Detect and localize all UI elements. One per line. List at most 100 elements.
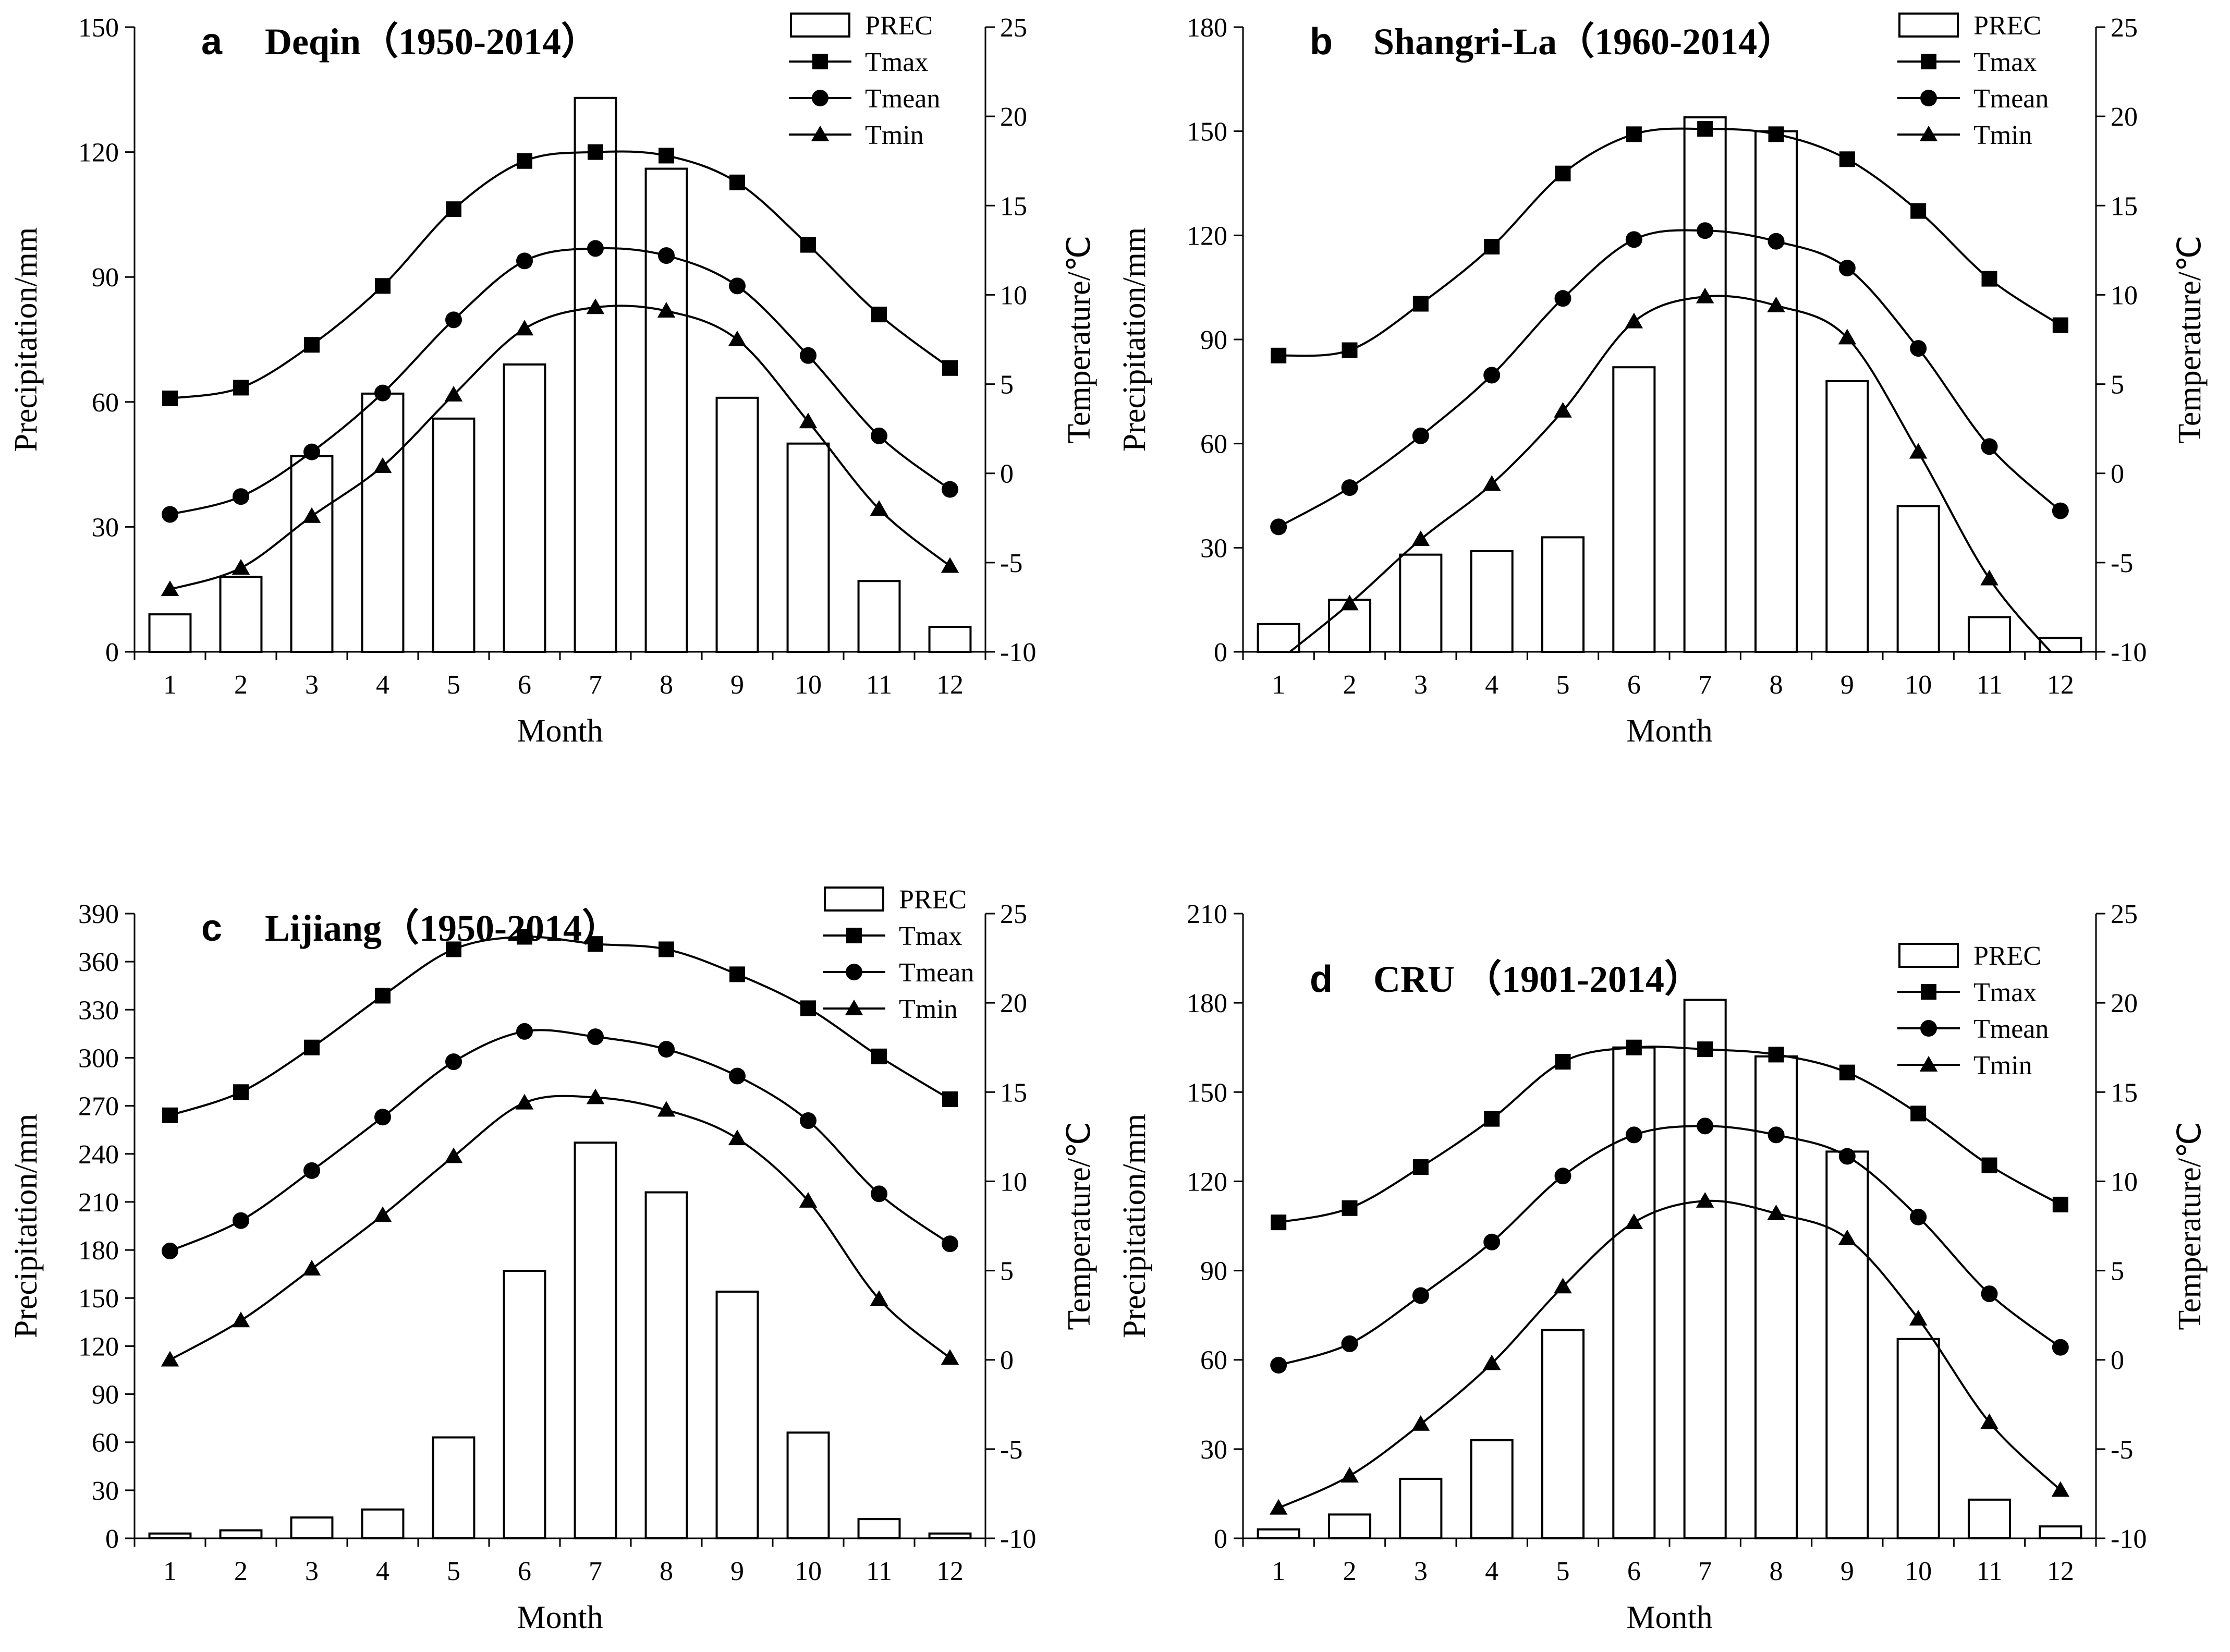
- tmax-point-10: [1910, 1106, 1927, 1122]
- legend-marker-tmax: [846, 928, 862, 943]
- right-tick-label: -5: [2111, 549, 2133, 578]
- legend-marker-tmean: [812, 90, 828, 106]
- panel-letter: b: [1310, 21, 1333, 63]
- x-tick-label: 6: [1627, 1557, 1641, 1586]
- x-tick-label: 12: [2047, 1557, 2074, 1586]
- legend-label-tmean: Tmean: [865, 84, 940, 114]
- legend: PREC Tmax Tmean Tmin: [823, 885, 974, 1024]
- tmin-point-10: [1909, 1309, 1928, 1326]
- right-tick-label: 20: [1000, 989, 1027, 1018]
- tmin-point-9: [1838, 329, 1857, 345]
- bar-month-8: [1754, 130, 1798, 653]
- right-tick-label: 5: [1000, 1257, 1014, 1286]
- tmax-point-10: [1910, 203, 1927, 219]
- bar-month-9: [1825, 1150, 1869, 1539]
- tmax-point-9: [729, 966, 745, 982]
- legend-label-prec: PREC: [1973, 11, 2041, 41]
- tmean-point-2: [233, 488, 249, 505]
- x-tick-label: 7: [1698, 670, 1712, 700]
- x-axis-title: Month: [1626, 713, 1712, 749]
- tmean-point-12: [942, 1235, 958, 1253]
- legend-label-tmax: Tmax: [1973, 47, 2037, 77]
- tmax-point-1: [162, 390, 178, 406]
- x-axis-title: Month: [517, 1600, 603, 1635]
- tmax-point-7: [1697, 1041, 1713, 1058]
- bar-month-4: [361, 1508, 405, 1540]
- left-tick-label: 60: [1200, 1346, 1227, 1376]
- tmean-point-9: [729, 1067, 746, 1085]
- tmin-line: [1288, 295, 2053, 652]
- tmean-point-7: [587, 240, 604, 257]
- x-tick-label: 4: [376, 1557, 389, 1586]
- right-tick-label: 5: [2111, 370, 2124, 400]
- tmin-point-6: [1625, 312, 1643, 329]
- tmean-point-8: [1768, 233, 1785, 250]
- legend: PREC Tmax Tmean Tmin: [1897, 941, 2049, 1080]
- y-axis-title: Precipitation/mm: [1117, 227, 1152, 452]
- left-tick-label: 90: [1200, 1257, 1227, 1286]
- tmax-point-1: [1271, 347, 1287, 363]
- x-tick-label: 1: [1272, 670, 1285, 700]
- tmin-point-11: [1980, 569, 1999, 586]
- x-tick-label: 7: [1698, 1557, 1712, 1586]
- right-tick-label: 20: [2111, 102, 2138, 132]
- tmean-point-4: [1483, 1233, 1501, 1250]
- right-tick-label: 15: [2111, 191, 2138, 221]
- x-tick-label: 6: [518, 670, 531, 700]
- tmean-point-5: [445, 1053, 462, 1071]
- tmin-point-2: [231, 559, 250, 575]
- right-tick-label: 0: [1000, 1346, 1014, 1376]
- tmin-point-5: [444, 1147, 463, 1163]
- x-tick-label: 4: [376, 670, 389, 700]
- tmax-point-4: [375, 278, 391, 294]
- tmin-point-1: [161, 1351, 179, 1367]
- x-tick-label: 5: [1556, 670, 1570, 700]
- panel-letter: a: [201, 21, 223, 63]
- tmax-point-9: [729, 174, 745, 190]
- x-tick-label: 1: [163, 670, 177, 700]
- bar-month-4: [1470, 550, 1514, 653]
- legend-label-tmean: Tmean: [1973, 84, 2049, 114]
- tmean-point-2: [1341, 479, 1358, 496]
- bar-month-1: [1257, 623, 1300, 653]
- tmean-point-6: [516, 1023, 533, 1040]
- tmin-point-2: [231, 1311, 250, 1328]
- left-tick-label: 120: [1187, 1167, 1227, 1197]
- right-tick-label: -10: [1000, 638, 1036, 667]
- tmean-point-1: [162, 1242, 178, 1259]
- tmean-point-12: [2052, 1339, 2069, 1356]
- left-tick-label: 210: [1187, 900, 1227, 929]
- x-tick-label: 2: [234, 1557, 248, 1586]
- x-tick-label: 3: [305, 1557, 319, 1586]
- tmin-point-5: [1554, 1278, 1572, 1294]
- left-tick-label: 180: [1187, 13, 1227, 43]
- tmin-point-11: [870, 500, 888, 516]
- tmin-point-11: [1980, 1413, 1999, 1429]
- right-tick-label: 5: [2111, 1257, 2124, 1286]
- left-tick-label: 120: [78, 138, 119, 168]
- tmax-point-2: [1342, 342, 1358, 358]
- legend-marker-tmin: [845, 999, 863, 1015]
- right-tick-label: 15: [2111, 1078, 2138, 1108]
- right-tick-label: 25: [2111, 900, 2138, 929]
- legend-label-tmin: Tmin: [1973, 1051, 2032, 1080]
- left-tick-label: 150: [78, 13, 119, 43]
- line-series-tmean: [1270, 222, 2069, 536]
- x-tick-label: 11: [866, 1557, 892, 1586]
- bar-month-6: [1612, 1046, 1656, 1539]
- bar-month-4: [1470, 1439, 1514, 1540]
- left-tick-label: 60: [92, 388, 119, 418]
- legend-marker-tmin: [1919, 1055, 1938, 1072]
- bar-month-1: [148, 613, 192, 653]
- tmax-point-10: [800, 237, 816, 253]
- x-tick-label: 6: [1627, 670, 1641, 700]
- tmax-point-2: [1342, 1200, 1358, 1216]
- right-tick-label: 10: [2111, 281, 2138, 310]
- y-axis-title: Precipitation/mm: [1117, 1114, 1152, 1339]
- x-tick-label: 11: [866, 670, 892, 700]
- right-tick-label: 25: [1000, 13, 1027, 43]
- bar-month-10: [1896, 1338, 1940, 1540]
- left-tick-label: 0: [105, 1524, 119, 1554]
